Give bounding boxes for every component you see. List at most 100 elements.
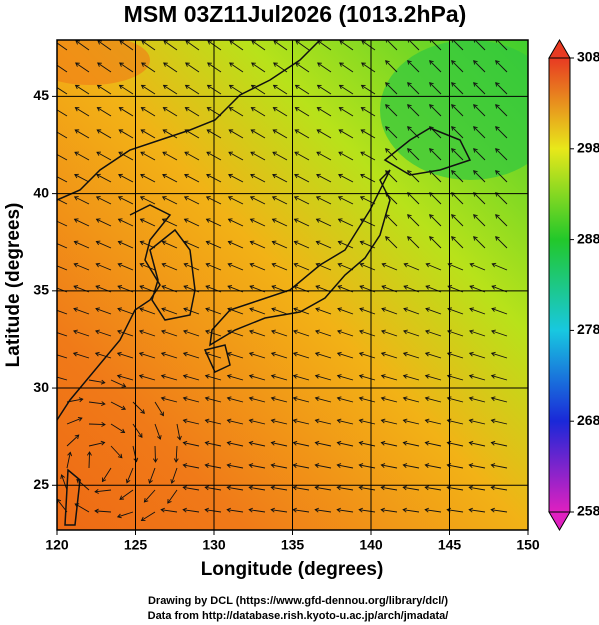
streamline-arrow [272,84,278,90]
streamline-segment [473,192,486,205]
streamline-segment [315,509,332,513]
streamline-segment [317,107,332,117]
streamline-arrow [380,440,386,446]
streamline-arrow [495,170,500,175]
streamline-arrow [315,262,321,268]
streamline-segment [57,499,68,513]
streamline-arrow [183,262,189,268]
colorbar-tick-label: 268 [577,412,599,428]
streamline-segment [227,330,244,337]
streamline-segment [473,126,486,139]
streamline-segment [491,352,508,359]
streamline-arrow [359,218,365,223]
chart-title: MSM 03Z11Jul2026 (1013.2hPa) [124,1,467,27]
streamline-segment [491,486,508,491]
streamline-segment [385,104,398,117]
streamline-segment [144,489,156,503]
streamline-segment [228,129,244,139]
streamline-segment [250,174,266,183]
streamline-segment [119,62,134,73]
streamline-arrow [182,418,188,424]
streamline-arrow [139,262,145,268]
streamline-arrow [227,262,233,268]
streamline-arrow [205,329,210,335]
streamline-segment [337,509,354,513]
streamline-arrow [385,126,390,131]
streamline-arrow [95,307,100,312]
streamline-arrow [100,440,106,446]
streamline-arrow [359,285,365,290]
streamline-segment [293,397,310,403]
streamline-segment [473,148,486,161]
streamline-arrow [160,507,166,513]
streamline-arrow [152,458,158,463]
streamline-arrow [402,507,408,513]
streamline-segment [95,330,112,337]
streamline-segment [359,509,376,513]
streamline-arrow [140,129,146,134]
streamline-arrow [206,151,212,156]
streamline-arrow [250,173,255,179]
streamline-segment [495,126,508,139]
streamline-arrow [250,129,256,134]
streamline-segment [469,442,486,447]
streamline-arrow [490,507,496,513]
streamline-segment [360,174,376,183]
streamline-arrow [429,170,434,175]
streamline-segment [425,352,442,359]
streamline-segment [227,419,244,425]
streamline-segment [425,397,442,403]
streamline-segment [183,397,200,403]
streamline-segment [381,486,398,491]
streamline-segment [469,330,486,337]
streamline-segment [75,62,90,73]
streamline-segment [183,352,200,359]
streamline-arrow [96,151,102,156]
streamline-segment [338,151,354,161]
streamline-arrow [293,218,299,223]
streamline-arrow [495,104,500,109]
streamline-segment [451,192,464,205]
streamline-segment [57,42,68,51]
streamline-segment [359,308,376,315]
streamline-segment [251,84,266,95]
streamline-arrow [316,84,322,90]
streamline-segment [385,214,398,227]
streamline-segment [447,352,464,359]
streamline-arrow [294,84,300,90]
streamline-segment [469,352,486,359]
streamline-arrow [125,478,131,484]
streamline-segment [118,241,134,249]
streamline-arrow [425,285,431,290]
streamline-segment [469,419,486,425]
streamline-arrow [52,308,56,312]
streamline-segment [205,397,222,403]
streamline-segment [361,40,376,51]
streamline-segment [96,196,112,205]
streamline-segment [250,151,266,161]
streamline-arrow [205,196,211,201]
streamline-arrow [118,173,123,179]
streamline-arrow [314,440,320,446]
streamline-segment [361,107,376,117]
streamline-segment [403,330,420,337]
streamline-arrow [359,240,365,246]
streamline-arrow [182,463,188,468]
streamline-segment [74,218,90,227]
streamline-segment [117,511,134,518]
streamline-arrow [292,485,298,491]
streamline-arrow [473,214,478,219]
streamline-arrow [316,173,321,179]
streamline-arrow [228,84,234,90]
streamline-arrow [95,285,101,290]
streamline-arrow [272,151,278,156]
streamline-segment [251,40,266,51]
streamline-segment [385,148,398,161]
streamline-arrow [292,440,298,446]
streamline-segment [163,84,178,95]
streamline-segment [495,82,508,95]
streamline-arrow [402,374,408,379]
streamline-arrow [138,351,144,357]
streamline-segment [273,107,288,117]
plot-area [52,40,528,530]
